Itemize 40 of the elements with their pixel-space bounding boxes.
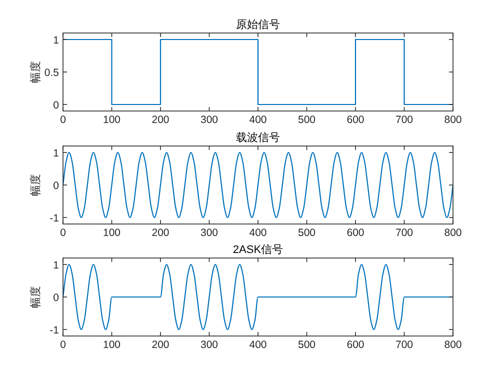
x-tick-label: 100	[102, 114, 121, 126]
x-tick-label: 400	[249, 339, 267, 351]
x-tick-label: 500	[298, 339, 316, 351]
chart-title: 2ASK信号	[232, 244, 284, 256]
x-tick-label: 700	[395, 114, 414, 126]
y-tick-label: -1	[50, 324, 60, 336]
chart-title: 原始信号	[236, 19, 280, 31]
x-tick-label: 100	[102, 227, 121, 239]
y-tick-label: 0	[53, 100, 60, 112]
x-tick-label: 300	[200, 339, 218, 351]
x-tick-label: 600	[346, 227, 364, 239]
x-tick-label: 600	[346, 339, 364, 351]
x-tick-label: 300	[200, 227, 218, 239]
y-tick-label: 0	[53, 292, 60, 304]
line-series	[63, 152, 453, 218]
y-axis-title: 幅度	[29, 61, 42, 83]
y-axis-title: 幅度	[29, 174, 42, 196]
y-tick-label: -1	[50, 212, 60, 224]
y-axis-title: 幅度	[29, 286, 42, 308]
x-tick-label: 400	[249, 227, 267, 239]
x-tick-label: 800	[444, 339, 462, 351]
y-tick-label: 0.5	[44, 67, 60, 79]
x-tick-label: 600	[346, 114, 364, 126]
x-tick-label: 100	[102, 339, 121, 351]
y-tick-label: 0	[53, 180, 60, 192]
x-tick-label: 800	[444, 114, 462, 126]
x-tick-label: 200	[152, 114, 170, 126]
chart-title: 载波信号	[236, 131, 280, 144]
x-tick-label: 400	[249, 114, 267, 126]
x-tick-label: 200	[152, 227, 170, 239]
x-tick-label: 700	[395, 227, 414, 239]
x-tick-label: 500	[298, 114, 316, 126]
y-tick-label: 1	[53, 148, 60, 160]
x-tick-label: 300	[200, 114, 218, 126]
x-tick-label: 700	[395, 339, 414, 351]
y-tick-label: 1	[53, 260, 60, 272]
y-tick-label: 1	[53, 34, 60, 46]
x-tick-label: 800	[444, 227, 462, 239]
x-tick-label: 500	[298, 227, 316, 239]
x-tick-label: 200	[152, 339, 170, 351]
